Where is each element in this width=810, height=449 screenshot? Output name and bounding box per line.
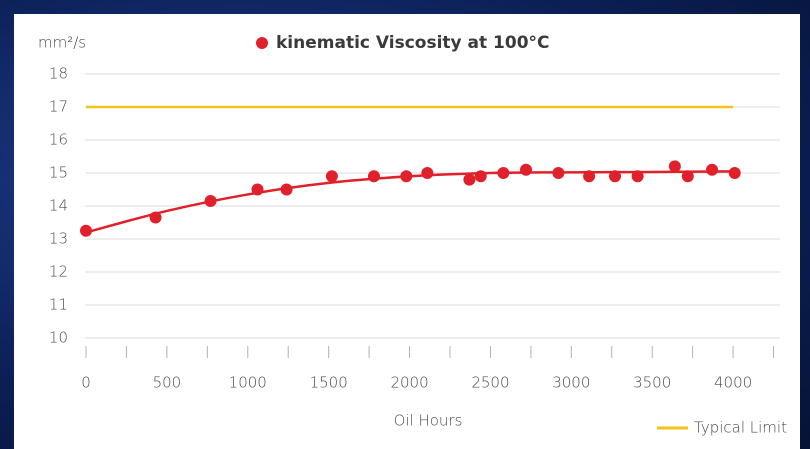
data-point xyxy=(583,170,596,183)
y-axis-label: mm²/s xyxy=(38,34,86,52)
data-point xyxy=(325,170,338,183)
data-point xyxy=(706,163,719,176)
data-point xyxy=(400,170,413,183)
data-point xyxy=(421,167,434,179)
y-tick-label: 16 xyxy=(49,131,68,149)
x-tick-label: 3500 xyxy=(633,374,671,392)
data-point xyxy=(280,183,293,196)
x-tick-label: 4000 xyxy=(714,374,752,392)
chart-title: kinematic Viscosity at 100°C xyxy=(276,33,550,53)
y-tick-label: 15 xyxy=(49,164,68,182)
x-tick-label: 3000 xyxy=(552,374,590,392)
y-tick-label: 12 xyxy=(49,263,68,281)
y-tick-label: 13 xyxy=(49,230,68,248)
x-tick-label: 500 xyxy=(153,374,182,392)
data-point xyxy=(552,167,565,179)
data-point xyxy=(474,170,487,183)
x-tick-label: 2000 xyxy=(390,374,428,392)
data-point xyxy=(608,170,621,183)
data-point xyxy=(668,160,681,173)
data-point xyxy=(80,224,92,237)
legend-label: Typical Limit xyxy=(694,419,787,437)
data-point xyxy=(463,173,476,186)
y-tick-label: 11 xyxy=(49,296,68,314)
y-tick-label: 10 xyxy=(49,329,68,347)
x-tick-label: 2500 xyxy=(471,374,509,392)
y-tick-label: 14 xyxy=(49,197,68,215)
data-point xyxy=(367,170,380,183)
data-point xyxy=(728,167,741,179)
data-point xyxy=(631,170,644,183)
data-point xyxy=(497,167,510,179)
data-point xyxy=(520,163,533,176)
x-tick-label: 1000 xyxy=(229,374,267,392)
chart-panel xyxy=(14,14,800,449)
y-tick-label: 17 xyxy=(49,98,68,116)
x-tick-label: 0 xyxy=(81,374,91,392)
y-tick-label: 18 xyxy=(49,65,68,83)
data-point xyxy=(149,211,162,224)
x-tick-label: 1500 xyxy=(310,374,348,392)
data-point xyxy=(681,170,694,183)
data-point xyxy=(204,195,217,208)
data-point xyxy=(251,183,264,196)
legend-marker xyxy=(256,37,268,49)
x-axis-label: Oil Hours xyxy=(394,412,463,430)
